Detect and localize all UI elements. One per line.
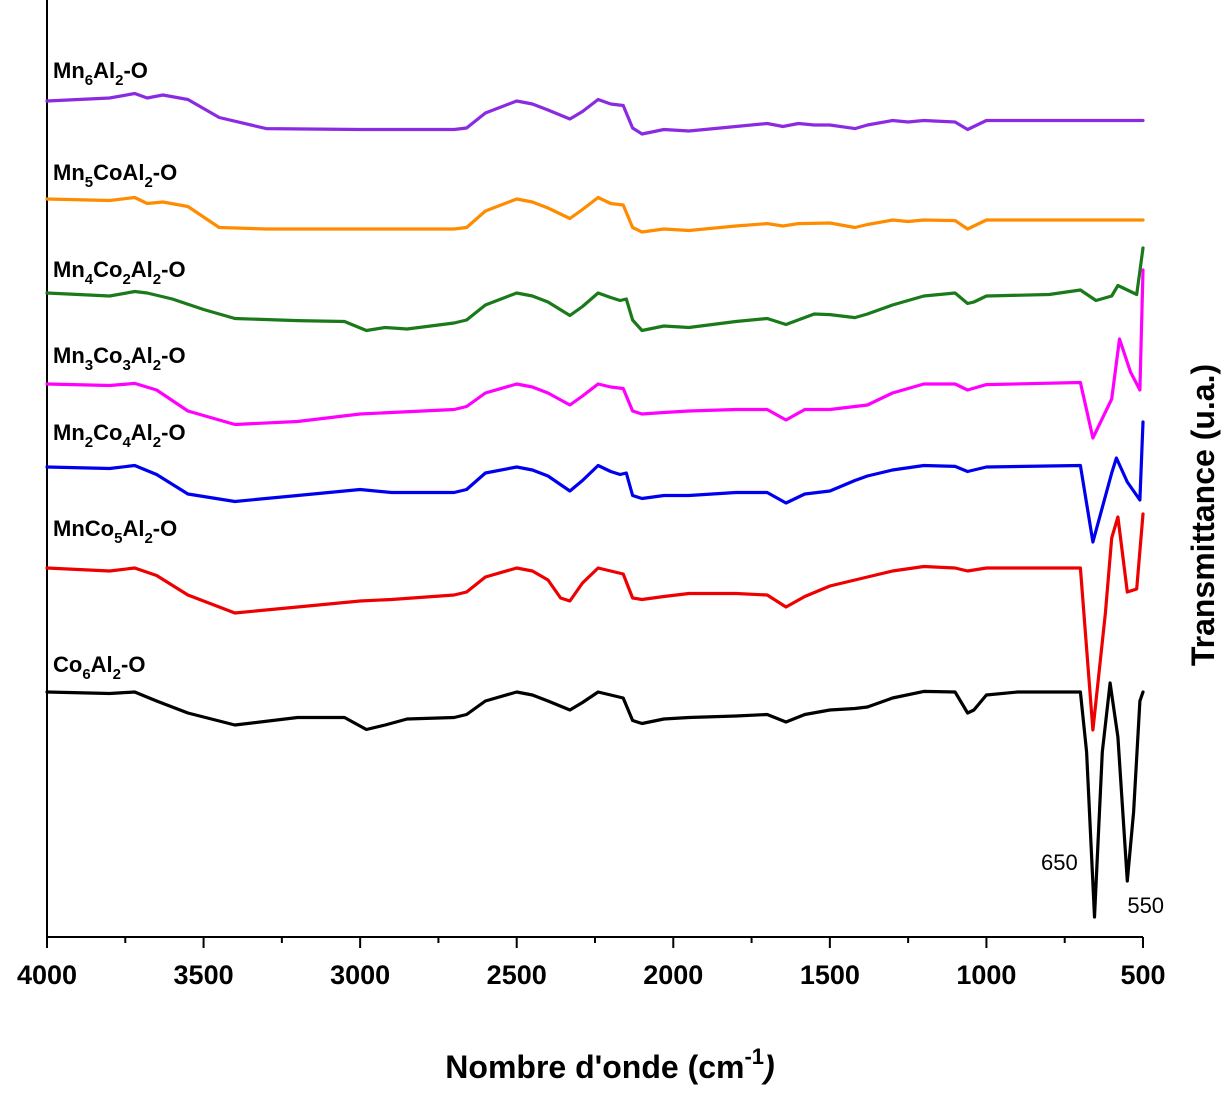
- series-label-4: Mn2Co4Al2-O: [53, 420, 186, 451]
- series-line-6: [45, 681, 1145, 919]
- x-tick-label: 1000: [956, 960, 1016, 990]
- x-axis-ticks: 4000 3500 3000 2500 2000 1500 1000 500: [17, 937, 1166, 990]
- series-line-4: [45, 420, 1145, 544]
- series-label-1: Mn5CoAl2-O: [53, 160, 177, 191]
- series-label-2: Mn4Co2Al2-O: [53, 257, 186, 288]
- series-line-5: [45, 512, 1145, 732]
- x-tick-label: 500: [1120, 960, 1165, 990]
- series-line-0: [45, 91, 1145, 136]
- peak-label-550: 550: [1127, 893, 1164, 918]
- series-labels: Mn6Al2-O Mn5CoAl2-O Mn4Co2Al2-O Mn3Co3Al2-O…: [53, 58, 186, 683]
- x-tick-label: 2000: [643, 960, 703, 990]
- peak-label-650: 650: [1041, 850, 1078, 875]
- peak-annotations: 650 550: [1041, 850, 1164, 918]
- x-tick-label: 1500: [800, 960, 860, 990]
- x-tick-label: 4000: [17, 960, 77, 990]
- series-line-3: [45, 268, 1145, 440]
- x-tick-label: 2500: [487, 960, 547, 990]
- series-label-0: Mn6Al2-O: [53, 58, 148, 89]
- x-tick-label: 3500: [174, 960, 234, 990]
- series-label-5: MnCo5Al2-O: [53, 516, 177, 547]
- series-label-3: Mn3Co3Al2-O: [53, 343, 186, 374]
- y-axis-title: Transmittance (u.a.): [1185, 364, 1221, 666]
- series-line-2: [45, 246, 1145, 333]
- series-line-1: [45, 195, 1145, 234]
- series-label-6: Co6Al2-O: [53, 652, 145, 683]
- series-traces: [45, 91, 1145, 919]
- x-axis-title: Nombre d'onde (cm-1): [445, 1044, 774, 1085]
- x-tick-label: 3000: [330, 960, 390, 990]
